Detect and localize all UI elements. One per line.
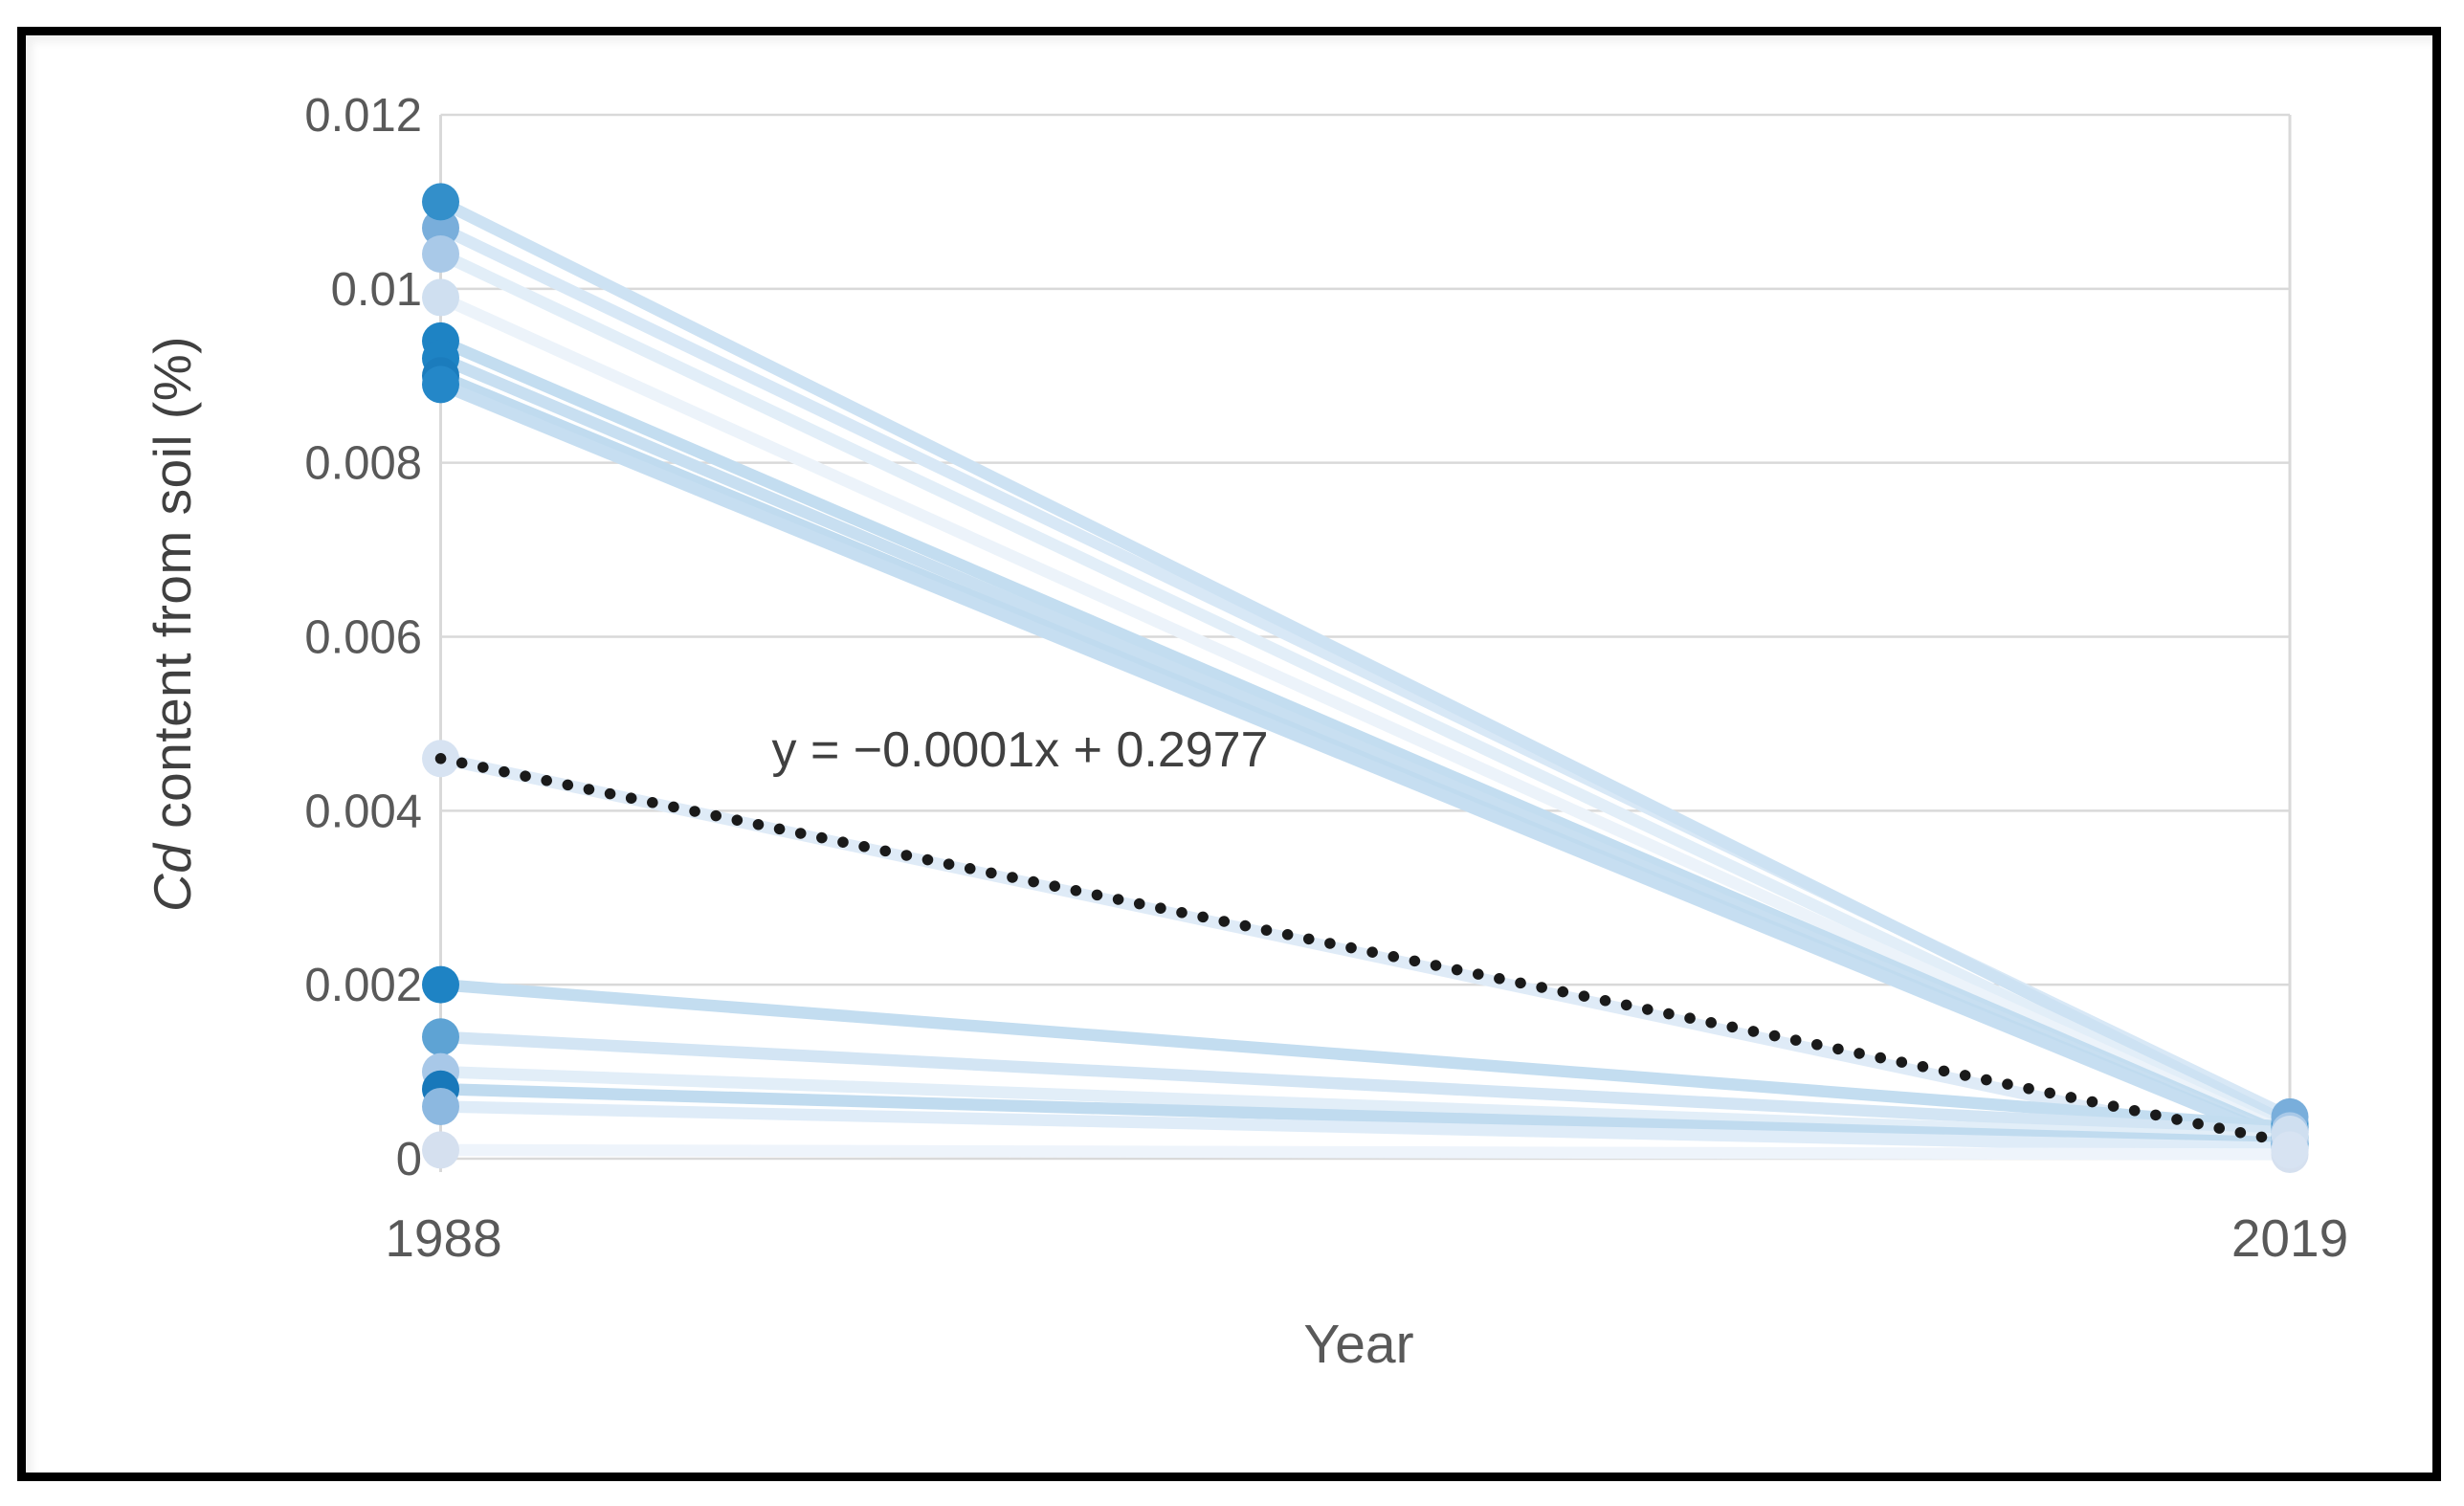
y-tick-label: 0 — [396, 1134, 422, 1185]
chart-outer-border — [17, 27, 2441, 1481]
x-tick-label: 2019 — [2231, 1208, 2348, 1268]
x-tick-label: 1988 — [385, 1208, 501, 1268]
data-point-2019 — [2271, 1131, 2309, 1169]
series-connector-line — [434, 1030, 2297, 1139]
y-axis-title-element-symbol: Cd — [143, 843, 202, 912]
trendline-equation-label: y = −0.0001x + 0.2977 — [771, 722, 1269, 778]
y-tick-label: 0.01 — [331, 264, 422, 316]
y-tick-label: 0.012 — [304, 90, 422, 142]
data-point-1988 — [422, 965, 459, 1004]
y-tick-label: 0.002 — [304, 960, 422, 1011]
series-connector-line — [434, 248, 2297, 1138]
series-connector-line — [434, 195, 2297, 1130]
y-tick-label: 0.006 — [304, 612, 422, 664]
y-tick-label: 0.008 — [304, 438, 422, 490]
data-point-1988 — [422, 234, 459, 273]
series-connector-line — [434, 1100, 2297, 1155]
y-axis-title: Cd content from soil (%) — [142, 336, 203, 912]
data-point-1988 — [422, 209, 459, 247]
series-connector-line — [434, 1143, 2297, 1161]
y-tick-label: 0.004 — [304, 786, 422, 837]
series-connector-line — [434, 378, 2297, 1149]
x-axis-title: Year — [1303, 1314, 1414, 1375]
series-connector-line — [434, 752, 2297, 1157]
data-point-1988 — [422, 1018, 459, 1056]
series-connector-line — [434, 291, 2297, 1141]
data-point-1988 — [422, 1131, 459, 1169]
series-connector-line — [434, 978, 2297, 1134]
data-point-1988 — [422, 1087, 459, 1125]
y-axis-title-text: content from soil (%) — [143, 336, 202, 844]
data-point-1988 — [422, 365, 459, 404]
data-point-1988 — [422, 183, 459, 221]
data-point-1988 — [422, 278, 459, 317]
series-connector-line — [434, 1083, 2297, 1149]
